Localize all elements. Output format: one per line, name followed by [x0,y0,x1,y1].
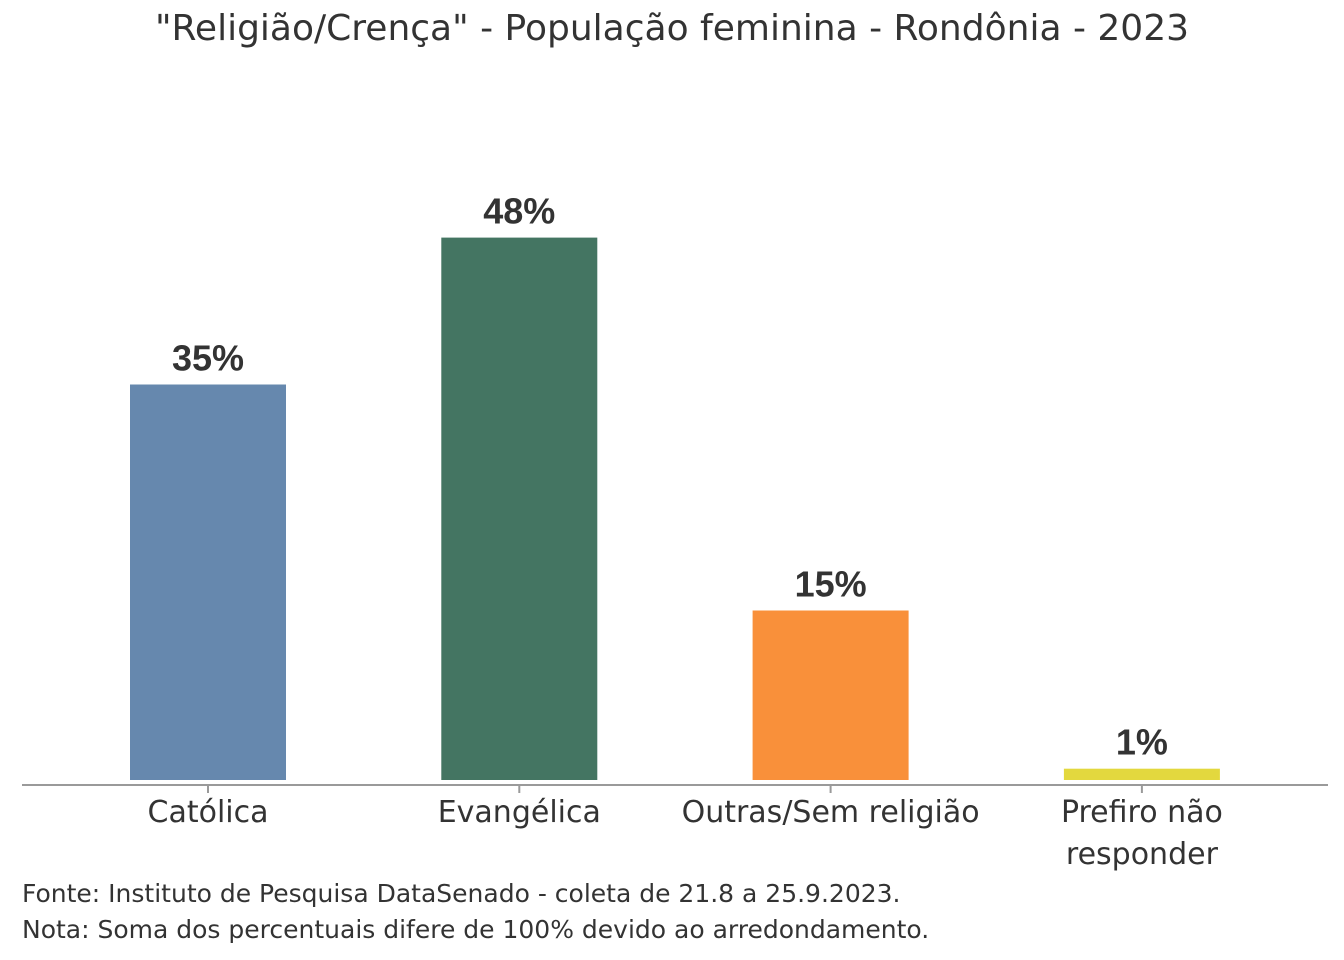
category-label-0: Católica [148,795,269,830]
rounding-note: Nota: Soma dos percentuais difere de 100… [22,915,930,944]
value-label-0: 35% [172,338,244,379]
bar-0 [130,384,286,780]
bar-2 [752,610,909,780]
value-label-2: 15% [795,564,867,605]
value-label-1: 48% [483,191,555,232]
bar-1 [441,237,598,781]
footnotes: Fonte: Instituto de Pesquisa DataSenado … [22,876,929,948]
category-label-2: Outras/Sem religião [682,795,980,830]
category-label-3-line-1: responder [1066,837,1219,872]
chart-title: "Religião/Crença" - População feminina -… [154,8,1190,49]
value-label-3: 1% [1116,722,1168,763]
bar-3 [1063,768,1220,780]
source-note: Fonte: Instituto de Pesquisa DataSenado … [22,879,901,908]
category-label-3-line-0: Prefiro não [1061,795,1223,830]
category-label-1: Evangélica [438,795,601,830]
